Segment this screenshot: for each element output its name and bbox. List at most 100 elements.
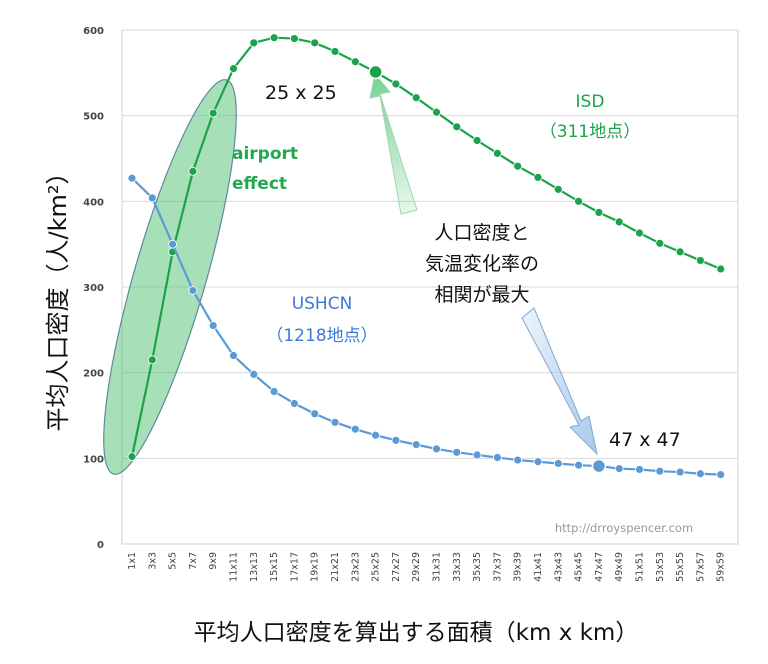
x-tick-57x57: 57x57 (695, 552, 706, 582)
point-isd-21x21 (330, 47, 340, 56)
point-ushcn-3x3 (147, 193, 157, 203)
point-ushcn-15x15 (269, 387, 279, 396)
x-tick-3x3: 3x3 (147, 552, 158, 570)
point-isd-59x59 (716, 264, 726, 274)
point-isd-39x39 (513, 161, 523, 171)
point-isd-15x15 (269, 33, 279, 43)
x-tick-51x51: 51x51 (635, 552, 646, 582)
point-isd-23x23 (350, 57, 360, 67)
point-ushcn-17x17 (289, 399, 299, 408)
x-tick-37x37: 37x37 (492, 552, 503, 582)
point-ushcn-59x59 (716, 470, 726, 480)
point-ushcn-49x49 (614, 464, 624, 474)
point-ushcn-45x45 (574, 460, 583, 470)
y-tick-400: 400 (83, 197, 104, 208)
ushcn-peak-label: 47 x 47 (609, 429, 681, 451)
point-isd-27x27 (391, 79, 401, 89)
x-tick-13x13: 13x13 (249, 552, 260, 582)
y-axis-title: 平均人口密度（人/km²） (44, 161, 72, 432)
x-tick-labels: 1x1 3x3 5x5 7x7 9x9 11x11 13x13 15x15 17x17 19x19… (127, 552, 727, 582)
y-tick-300: 300 (83, 283, 104, 294)
ushcn-peak-arrow (521, 307, 598, 456)
point-ushcn-39x39 (513, 455, 523, 465)
point-isd-53x53 (655, 238, 665, 248)
y-tick-labels: 0 100 200 300 400 500 600 (83, 26, 104, 551)
x-tick-55x55: 55x55 (675, 552, 686, 582)
point-ushcn-21x21 (330, 417, 340, 427)
point-ushcn-53x53 (655, 466, 665, 476)
isd-peak-label: 25 x 25 (265, 82, 337, 104)
x-tick-21x21: 21x21 (330, 552, 341, 582)
point-isd-35x35 (472, 136, 482, 145)
x-axis-title: 平均人口密度を算出する面積（km x km） (194, 620, 639, 646)
x-tick-23x23: 23x23 (350, 552, 361, 582)
point-isd-25x25 (368, 64, 383, 80)
watermark: http://drroyspencer.com (555, 521, 693, 535)
point-ushcn-25x25 (371, 430, 381, 440)
point-isd-13x13 (249, 38, 259, 48)
x-tick-59x59: 59x59 (716, 552, 727, 582)
x-tick-31x31: 31x31 (432, 552, 443, 582)
point-isd-11x11 (229, 64, 238, 73)
x-tick-47x47: 47x47 (594, 552, 605, 582)
point-ushcn-51x51 (635, 465, 644, 474)
x-tick-41x41: 41x41 (533, 552, 544, 582)
point-isd-29x29 (411, 93, 421, 103)
airport-effect-label-line2: effect (232, 174, 287, 194)
point-ushcn-1x1 (127, 173, 137, 183)
y-tick-500: 500 (83, 112, 104, 123)
y-tick-200: 200 (83, 369, 104, 380)
x-tick-17x17: 17x17 (289, 552, 300, 582)
point-isd-37x37 (492, 148, 502, 158)
point-ushcn-13x13 (249, 369, 259, 379)
x-tick-49x49: 49x49 (614, 552, 625, 582)
x-tick-45x45: 45x45 (574, 552, 585, 582)
x-tick-15x15: 15x15 (269, 552, 280, 582)
point-isd-55x55 (675, 247, 685, 257)
x-tick-27x27: 27x27 (391, 552, 402, 582)
point-isd-9x9 (208, 108, 218, 118)
point-isd-3x3 (147, 355, 157, 365)
point-ushcn-11x11 (229, 351, 238, 360)
point-ushcn-33x33 (452, 447, 462, 457)
y-tick-100: 100 (83, 454, 104, 465)
point-ushcn-55x55 (675, 467, 685, 477)
point-ushcn-57x57 (696, 469, 705, 479)
point-ushcn-31x31 (432, 444, 441, 454)
x-tick-9x9: 9x9 (208, 552, 219, 570)
point-isd-45x45 (574, 196, 583, 206)
isd-series-label: ISD (576, 92, 605, 112)
x-tick-33x33: 33x33 (452, 552, 463, 582)
x-tick-53x53: 53x53 (655, 552, 666, 582)
point-isd-19x19 (310, 38, 320, 48)
point-ushcn-37x37 (492, 453, 502, 462)
point-isd-17x17 (289, 34, 299, 43)
x-tick-19x19: 19x19 (310, 552, 321, 582)
point-ushcn-35x35 (472, 450, 482, 460)
ushcn-series-sublabel: （1218地点） (266, 326, 377, 346)
point-ushcn-23x23 (350, 424, 360, 434)
point-ushcn-27x27 (391, 435, 401, 445)
correlation-note-line3: 相関が最大 (434, 284, 529, 306)
isd-series-sublabel: （311地点） (540, 122, 640, 142)
point-isd-47x47 (594, 208, 604, 217)
point-ushcn-19x19 (310, 409, 320, 419)
airport-effect-label-line1: airport (232, 144, 298, 164)
x-tick-11x11: 11x11 (229, 552, 240, 582)
x-tick-7x7: 7x7 (188, 552, 199, 570)
x-tick-25x25: 25x25 (371, 552, 382, 582)
series-layer (127, 33, 726, 480)
correlation-note-line2: 気温変化率の (425, 253, 539, 275)
point-ushcn-29x29 (411, 440, 421, 450)
point-ushcn-47x47 (591, 458, 607, 474)
y-tick-600: 600 (83, 26, 104, 37)
airport-effect-ellipse (103, 79, 237, 475)
correlation-note-line1: 人口密度と (434, 222, 529, 244)
point-isd-51x51 (635, 228, 644, 238)
x-tick-35x35: 35x35 (472, 552, 483, 582)
point-isd-33x33 (452, 122, 462, 132)
x-tick-39x39: 39x39 (513, 552, 524, 582)
x-tick-29x29: 29x29 (411, 552, 422, 582)
point-ushcn-43x43 (553, 459, 563, 468)
